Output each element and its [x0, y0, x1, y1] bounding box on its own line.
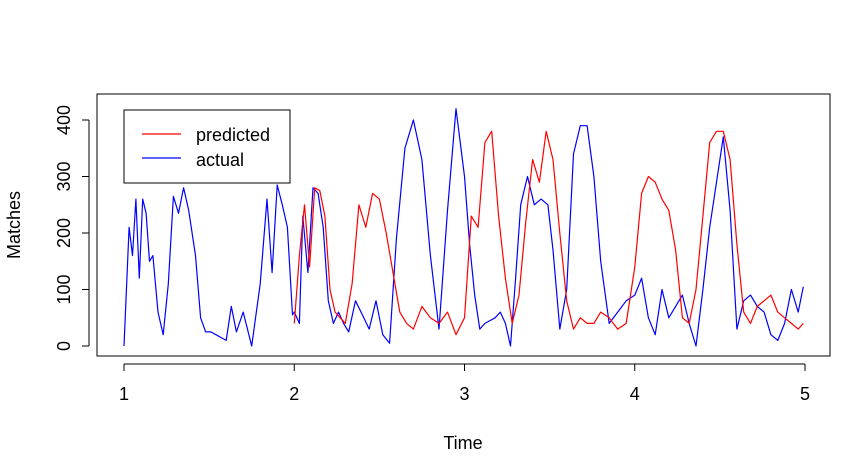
y-axis-label: Matches	[4, 191, 24, 259]
x-axis-label: Time	[443, 433, 482, 453]
plot-frame	[96, 93, 831, 357]
y-tick-label: 0	[54, 341, 74, 351]
y-tick-label: 200	[54, 218, 74, 248]
series-line-predicted	[293, 130, 804, 336]
x-tick-label: 1	[119, 384, 129, 404]
series-layer	[123, 108, 804, 347]
series-line-actual	[123, 108, 804, 347]
x-tick-label: 2	[289, 384, 299, 404]
x-tick-label: 5	[800, 384, 810, 404]
legend-label-predicted: predicted	[196, 125, 270, 145]
legend: predicted actual	[123, 109, 291, 184]
x-tick-label: 3	[459, 384, 469, 404]
y-tick-label: 300	[54, 161, 74, 191]
legend-box	[123, 109, 291, 184]
y-axis: 0 100 200 300 400	[54, 105, 90, 351]
x-axis: 1 2 3 4 5	[119, 363, 810, 404]
x-tick-label: 4	[630, 384, 640, 404]
y-tick-label: 400	[54, 105, 74, 135]
y-tick-label: 100	[54, 274, 74, 304]
legend-label-actual: actual	[196, 150, 244, 170]
